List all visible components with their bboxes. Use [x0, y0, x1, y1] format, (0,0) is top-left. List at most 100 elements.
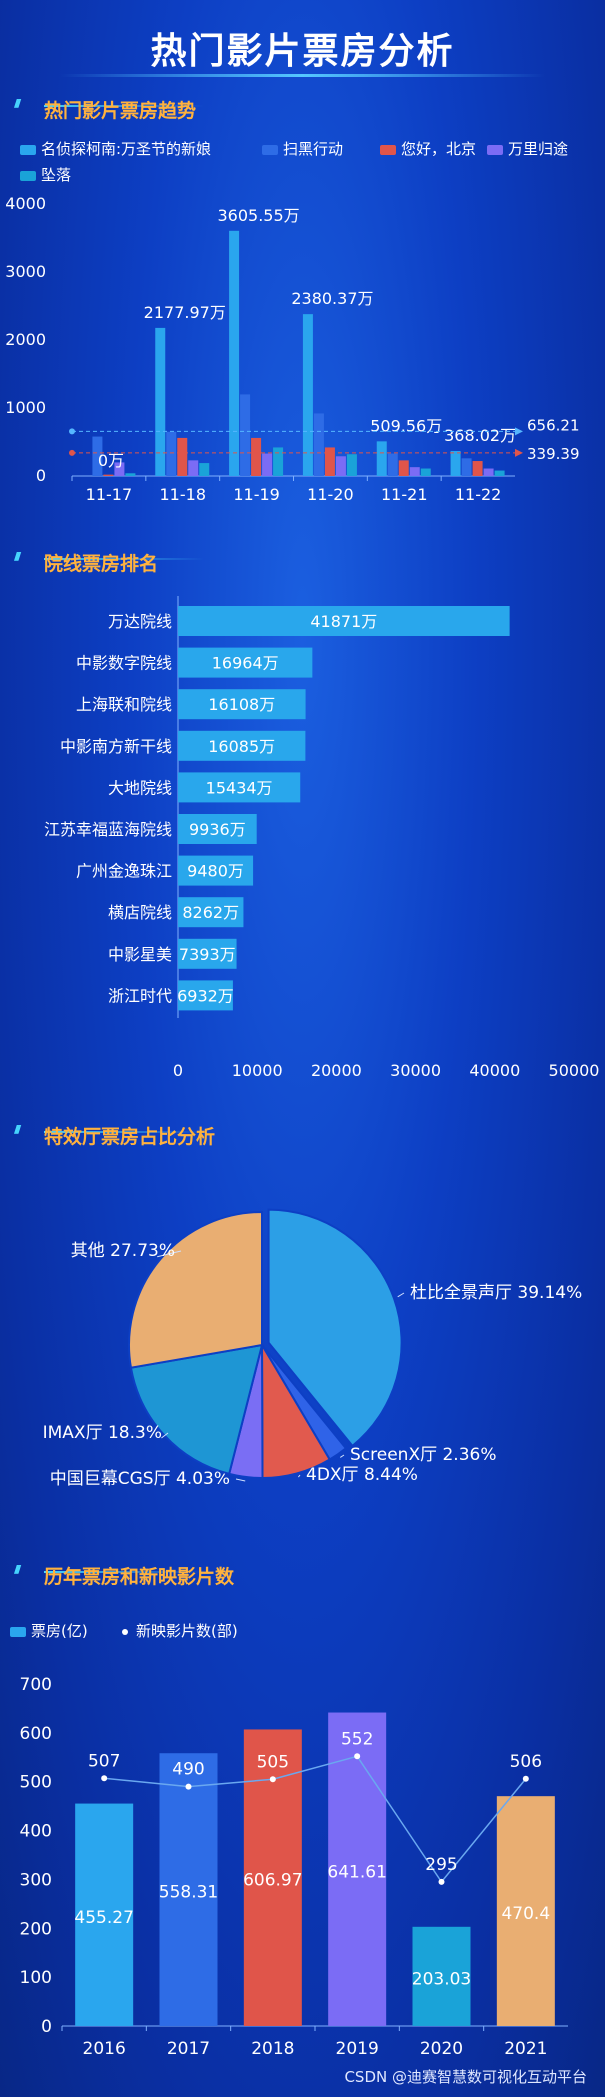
bar — [178, 980, 233, 1011]
x-tick-label: 11-21 — [381, 485, 428, 504]
leader-line — [340, 1454, 345, 1458]
credit-watermark: CSDN @迪赛智慧数可视化互动平台 — [344, 2068, 587, 2086]
category-label: 中影南方新干线 — [60, 737, 172, 756]
bar — [472, 461, 483, 476]
yearly-chart: 0 100 200 300 400 500 600 700 455.27 2016 558.31 20… — [20, 1675, 568, 2059]
x-tick-label: 20000 — [311, 1061, 362, 1080]
bar — [178, 730, 306, 761]
bar-label: 641.61 — [327, 1862, 386, 1882]
bar — [103, 474, 114, 476]
bar — [240, 394, 251, 476]
section-decoration: ////// — [14, 1561, 204, 1576]
data-label: 0万 — [98, 451, 124, 470]
line-point — [522, 1775, 529, 1782]
leader-line — [157, 1250, 182, 1258]
category-label: 中影星美 — [108, 945, 172, 964]
legend-item[interactable]: 新映影片数(部) — [118, 1620, 238, 1641]
bar — [178, 938, 237, 969]
x-tick-label: 2017 — [167, 2039, 210, 2059]
bar-label: 16964万 — [212, 654, 279, 673]
category-label: 广州金逸珠江 — [76, 862, 172, 881]
bar — [159, 1753, 218, 2026]
bar — [177, 437, 188, 476]
mark-line-start — [69, 449, 75, 456]
category-label: 大地院线 — [108, 778, 172, 797]
bar-label: 455.27 — [74, 1908, 133, 1928]
bar — [178, 689, 306, 720]
legend-swatch — [262, 144, 278, 155]
pie-label: ScreenX厅 2.36% — [350, 1445, 497, 1465]
bar — [412, 1926, 471, 2026]
section-title-trend: 热门影片票房趋势 — [44, 100, 197, 122]
legend-item[interactable]: 万里归途 — [487, 138, 568, 159]
x-tick-label: 2018 — [251, 2039, 294, 2059]
legend-item[interactable]: 扫黑行动 — [262, 138, 343, 159]
bar — [324, 447, 335, 476]
legend-swatch — [122, 1628, 128, 1635]
bar — [387, 453, 398, 476]
legend-item[interactable]: 坠落 — [20, 164, 71, 185]
bar — [178, 647, 313, 678]
legend-item[interactable]: 票房(亿) — [10, 1620, 88, 1641]
y-tick-label: 100 — [20, 1968, 52, 1988]
x-tick-label: 11-17 — [86, 485, 133, 504]
y-tick-label: 200 — [20, 1919, 52, 1939]
bar — [302, 314, 313, 476]
y-tick-label: 400 — [20, 1822, 52, 1842]
mark-line-arrow — [515, 427, 523, 436]
y-tick-label: 0 — [41, 2017, 52, 2037]
bar — [199, 463, 210, 476]
x-tick-label: 0 — [173, 1061, 183, 1080]
bar — [125, 473, 136, 476]
bar — [376, 441, 387, 476]
data-label: 3605.55万 — [217, 206, 299, 225]
mark-line-arrow — [515, 448, 523, 457]
bar — [166, 431, 177, 476]
legend-label: 票房(亿) — [31, 1622, 88, 1640]
data-label: 2380.37万 — [291, 289, 373, 308]
x-tick-label: 11-20 — [307, 485, 354, 504]
bar — [178, 606, 510, 636]
x-tick-label: 11-19 — [233, 485, 280, 504]
line-point — [438, 1878, 445, 1885]
bar — [251, 437, 262, 476]
bar-label: 558.31 — [159, 1883, 218, 1903]
bar — [409, 467, 420, 476]
bar-label: 6932万 — [177, 986, 234, 1005]
x-tick-label: 11-22 — [455, 485, 502, 504]
line-label: 506 — [510, 1752, 542, 1772]
x-tick-label: 2020 — [420, 2039, 463, 2059]
bar — [273, 447, 284, 476]
legend-swatch — [10, 1626, 26, 1637]
bar — [420, 468, 431, 476]
bar — [178, 814, 257, 844]
x-tick-label: 30000 — [390, 1061, 441, 1080]
legend-swatch — [380, 144, 396, 155]
y-tick-label: 1000 — [5, 398, 46, 417]
bar — [188, 460, 199, 476]
yearly-legend: 票房(亿) 新映影片数(部) — [0, 1620, 605, 1644]
y-tick-label: 0 — [36, 466, 46, 485]
bar — [461, 458, 472, 476]
legend-label: 您好，北京 — [401, 140, 477, 158]
legend-item[interactable]: 名侦探柯南:万圣节的新娘 — [20, 138, 211, 159]
legend-item[interactable]: 您好，北京 — [380, 138, 476, 159]
mark-line-start — [69, 428, 75, 435]
trend-chart: 0 1000 2000 3000 4000 11-17 0万 11-18 2177.97万 11-… — [5, 194, 579, 504]
bar — [450, 450, 461, 476]
bar — [328, 1712, 387, 2026]
leader-line — [298, 1474, 301, 1478]
bar-label: 16085万 — [208, 737, 275, 756]
y-tick-label: 500 — [20, 1773, 52, 1793]
y-tick-label: 700 — [20, 1675, 52, 1695]
bar — [155, 327, 166, 476]
legend-swatch — [487, 144, 503, 155]
section-decoration: ////// — [14, 1121, 204, 1136]
line-point — [185, 1783, 192, 1790]
x-tick-label: 10000 — [232, 1061, 283, 1080]
line-label: 507 — [88, 1751, 120, 1771]
pie-label: 其他 27.73% — [71, 1241, 175, 1261]
line-label: 490 — [172, 1760, 204, 1780]
legend-swatch — [20, 144, 36, 155]
